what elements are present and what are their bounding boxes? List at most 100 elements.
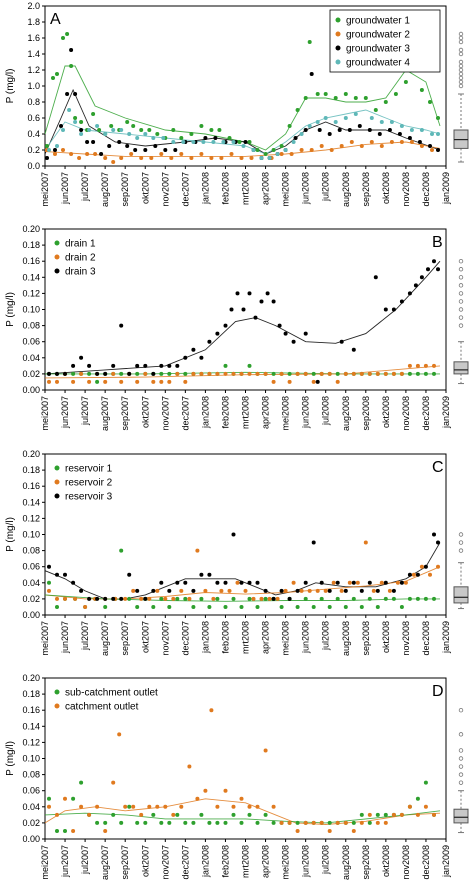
boxplot-outlier [458, 708, 464, 713]
x-tick-label: nov2008 [401, 172, 411, 207]
data-point [263, 748, 268, 753]
data-point [73, 596, 78, 601]
data-point [189, 156, 194, 160]
data-point [135, 605, 140, 609]
data-point [55, 371, 59, 376]
data-point [227, 588, 232, 593]
data-point [369, 116, 374, 120]
data-point [383, 820, 388, 825]
x-tick-label: dec2007 [180, 172, 190, 207]
data-point [159, 580, 164, 585]
series-3 [47, 259, 440, 384]
data-point [47, 371, 51, 376]
data-point [407, 572, 412, 577]
data-point [153, 144, 158, 148]
data-point [391, 596, 396, 601]
data-point [103, 596, 108, 601]
data-point [215, 331, 220, 336]
data-point [415, 572, 420, 577]
data-point [171, 128, 176, 132]
data-point [283, 148, 288, 152]
data-point [275, 152, 280, 156]
data-point [55, 72, 59, 76]
x-tick-label: mei2008 [281, 845, 291, 880]
data-point [277, 323, 282, 328]
data-point [163, 148, 168, 152]
y-tick-label: 1.0 [27, 81, 40, 91]
data-point [111, 128, 116, 132]
data-point [139, 596, 144, 601]
data-point [171, 140, 176, 144]
data-point [111, 363, 116, 368]
boxplot-outlier [458, 283, 464, 288]
data-point [375, 605, 380, 609]
y-tick-label: 0.18 [22, 689, 40, 699]
data-point [87, 379, 92, 384]
data-point [319, 371, 324, 376]
y-tick-label: 0.14 [22, 272, 40, 282]
data-point [87, 128, 92, 132]
data-point [335, 371, 340, 376]
data-point [111, 812, 116, 817]
x-tick-label: feb2008 [220, 172, 230, 205]
x-tick-label: feb2008 [220, 621, 230, 654]
data-point [383, 596, 388, 601]
legend-label: groundwater 1 [346, 16, 410, 27]
data-point [179, 136, 184, 140]
data-point [395, 580, 400, 585]
data-point [432, 532, 436, 537]
data-point [151, 371, 156, 376]
data-point [47, 148, 51, 152]
data-point [295, 605, 300, 609]
x-tick-label: okt2007 [140, 396, 150, 428]
x-tick-label: jan2009 [441, 621, 451, 654]
x-tick-label: jun2008 [301, 172, 311, 205]
x-tick-label: nov2008 [401, 396, 411, 431]
data-point [71, 363, 76, 368]
data-point [251, 596, 256, 601]
x-tick-label: nov2008 [401, 845, 411, 880]
data-point [255, 148, 260, 152]
boxplot-outlier [458, 307, 464, 312]
data-point [111, 780, 116, 785]
data-point [95, 820, 100, 825]
trend-line-green [44, 65, 441, 151]
boxplot-outlier [458, 79, 464, 85]
data-point [135, 363, 140, 368]
data-point [159, 379, 164, 384]
data-point [287, 596, 292, 601]
y-tick-label: 0.02 [22, 818, 40, 828]
data-point [251, 148, 256, 152]
data-point [432, 371, 436, 376]
data-point [161, 136, 166, 140]
boxplot-outlier [458, 71, 464, 77]
data-point [299, 132, 304, 136]
data-point [229, 307, 234, 312]
data-point [247, 140, 252, 144]
data-point [215, 580, 220, 585]
y-tick-label: 0.00 [22, 834, 40, 844]
data-point [343, 605, 348, 609]
trend-line-orange [44, 365, 441, 379]
data-point [259, 299, 264, 304]
data-point [175, 363, 180, 368]
data-point [373, 108, 378, 112]
legend-label: reservoir 3 [65, 492, 113, 503]
x-tick-label: aug2007 [100, 621, 110, 656]
data-point [413, 283, 418, 288]
data-point [436, 116, 440, 120]
x-tick-label: mei2008 [281, 621, 291, 656]
data-point [323, 588, 328, 593]
legend: sub-catchment outlet catchment outlet [54, 688, 158, 713]
data-point [119, 156, 124, 160]
data-point [419, 144, 424, 148]
data-point [95, 804, 100, 809]
data-point [139, 156, 144, 160]
x-tick-label: jul2007 [80, 172, 90, 202]
series-2 [47, 363, 436, 384]
data-point [217, 128, 222, 132]
data-point [333, 120, 338, 124]
data-point [271, 371, 276, 376]
data-point [323, 92, 328, 96]
y-axis-label: P (mg/l) [5, 292, 16, 327]
